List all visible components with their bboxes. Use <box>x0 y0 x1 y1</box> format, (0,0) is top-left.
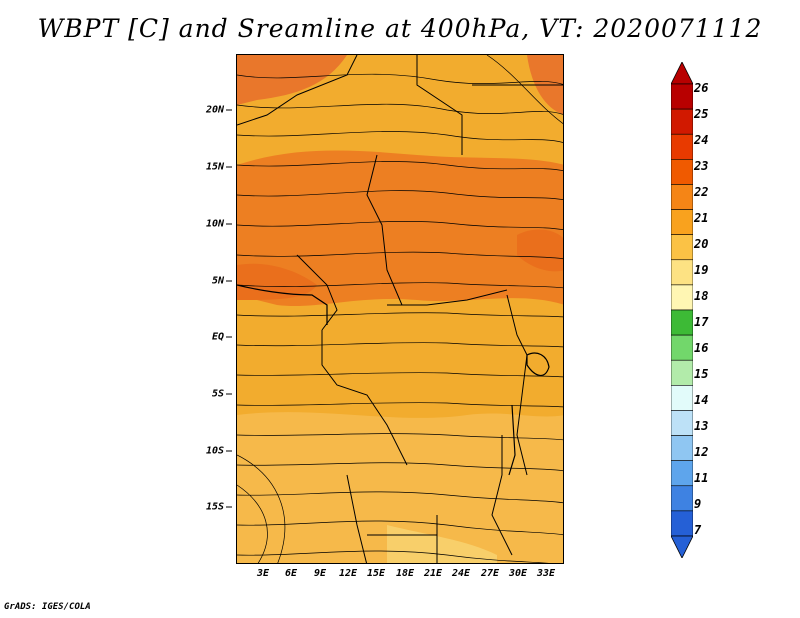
lat-label-20n: 20N <box>206 105 232 116</box>
colorbar-cell <box>671 410 693 436</box>
colorbar-cell <box>671 284 693 311</box>
lon-label-12e: 12E <box>338 568 358 579</box>
colorbar-label-26: 26 <box>694 81 709 95</box>
lon-label-6e: 6E <box>284 568 298 579</box>
map-plot-area <box>236 54 564 564</box>
colorbar-cell <box>671 184 693 210</box>
colorbar-cell <box>671 510 693 537</box>
colorbar-label-15: 15 <box>694 367 709 381</box>
colorbar-label-24: 24 <box>694 133 709 147</box>
lon-label-18e: 18E <box>395 568 415 579</box>
lon-label-30e: 30E <box>508 568 528 579</box>
colorbar-cell <box>671 108 693 135</box>
lon-label-9e: 9E <box>313 568 327 579</box>
colorbar-cell <box>671 133 693 160</box>
colorbar-bottom-arrow <box>671 535 693 558</box>
lon-label-24e: 24E <box>451 568 471 579</box>
colorbar-cell <box>671 460 693 487</box>
wbpt-field-svg <box>237 55 563 563</box>
country-borders <box>237 55 563 563</box>
colorbar-label-21: 21 <box>694 211 709 225</box>
colorbar-label-20: 20 <box>694 237 709 251</box>
lat-label-10s: 10S <box>206 446 232 457</box>
colorbar-cells <box>671 83 693 537</box>
colorbar-cell <box>671 259 693 286</box>
wbpt-northwest-band <box>237 55 347 105</box>
colorbar-cell <box>671 209 693 235</box>
wbpt-warm-core-east <box>517 229 563 272</box>
streamlines <box>237 55 563 563</box>
colorbar-label-13: 13 <box>694 419 709 433</box>
lat-label-eq: EQ <box>212 332 232 343</box>
colorbar-top-arrow <box>671 62 693 85</box>
lat-label-15s: 15S <box>206 502 232 513</box>
lon-label-21e: 21E <box>423 568 443 579</box>
colorbar-label-12: 12 <box>694 445 709 459</box>
colorbar-label-9: 9 <box>694 497 702 511</box>
colorbar-label-22: 22 <box>694 185 709 199</box>
lat-label-5s: 5S <box>212 389 232 400</box>
wbpt-warm-core-west <box>237 263 317 300</box>
colorbar <box>671 62 693 558</box>
colorbar-label-7: 7 <box>694 523 702 537</box>
colorbar-cell <box>671 435 693 461</box>
lat-label-5n: 5N <box>212 276 232 287</box>
colorbar-label-23: 23 <box>694 159 709 173</box>
colorbar-label-11: 11 <box>694 471 709 485</box>
lat-label-15n: 15N <box>206 162 232 173</box>
coastlines <box>237 284 550 476</box>
grads-credit: GrADS: IGES/COLA <box>4 602 91 612</box>
lon-label-15e: 15E <box>366 568 386 579</box>
wbpt-southern-cool-band <box>237 412 563 563</box>
colorbar-cell <box>671 83 693 110</box>
colorbar-label-18: 18 <box>694 289 709 303</box>
lon-label-27e: 27E <box>480 568 500 579</box>
colorbar-label-19: 19 <box>694 263 709 277</box>
colorbar-cell <box>671 159 693 185</box>
colorbar-label-17: 17 <box>694 315 709 329</box>
colorbar-label-16: 16 <box>694 341 709 355</box>
colorbar-cell <box>671 485 693 512</box>
colorbar-cell <box>671 385 693 411</box>
colorbar-cell <box>671 334 693 361</box>
lat-label-10n: 10N <box>206 219 232 230</box>
map-title: WBPT [C] and Sreamline at 400hPa, VT: 20… <box>37 14 763 43</box>
lon-label-33e: 33E <box>536 568 556 579</box>
colorbar-cell <box>671 359 693 386</box>
lon-label-3e: 3E <box>256 568 270 579</box>
colorbar-cell <box>671 234 693 261</box>
colorbar-label-14: 14 <box>694 393 709 407</box>
wbpt-warm-band <box>237 150 563 307</box>
colorbar-cell <box>671 309 693 336</box>
colorbar-label-25: 25 <box>694 107 709 121</box>
